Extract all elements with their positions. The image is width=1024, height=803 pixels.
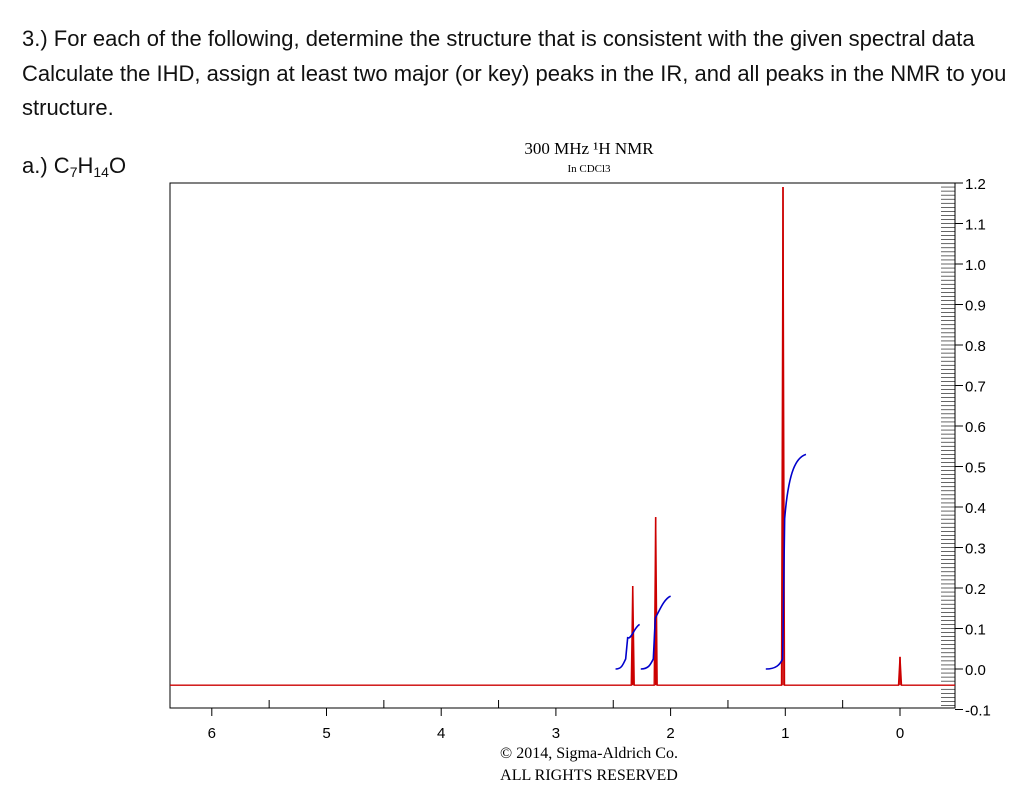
x-axis: 6 5 4 3 2 1 0 (208, 700, 904, 742)
y-tick-label: 0.7 (965, 379, 986, 396)
y-tick-label: 0.1 (965, 622, 986, 639)
part-a-label: a.) C7H14O (22, 153, 126, 180)
x-tick-label: 1 (781, 725, 789, 742)
spectrum-trace (170, 187, 955, 686)
question-text: 3.) For each of the following, determine… (22, 22, 1024, 126)
chart-title: 300 MHz ¹H NMR (524, 139, 654, 158)
formula-part: C (53, 153, 70, 178)
copyright-line: © 2014, Sigma-Aldrich Co. (500, 745, 678, 762)
integral-curve (765, 453, 807, 670)
plot-frame (169, 182, 956, 709)
x-tick-label: 3 (552, 725, 560, 742)
y-tick-label: 0.9 (965, 298, 986, 315)
integral-curve (640, 595, 671, 670)
y-tick-label: 1.2 (965, 176, 986, 193)
x-tick-label: 6 (208, 725, 216, 742)
y-tick-label: 0.3 (965, 541, 986, 558)
formula-part: 14 (93, 164, 109, 180)
integral-curve (615, 623, 641, 670)
y-tick-label: 0.4 (965, 500, 986, 517)
question-line-1: 3.) For each of the following, determine… (22, 26, 975, 51)
x-tick-label: 0 (896, 725, 904, 742)
formula-part: 7 (69, 164, 78, 180)
plot-area (170, 187, 955, 686)
y-tick-label: 0.6 (965, 419, 986, 436)
y-tick-label: 1.1 (965, 217, 986, 234)
y-tick-label: -0.1 (965, 703, 991, 720)
y-tick-label: 0.5 (965, 460, 986, 477)
x-tick-label: 5 (322, 725, 330, 742)
y-tick-label: 0.2 (965, 581, 986, 598)
x-tick-label: 4 (437, 725, 445, 742)
y-axis: 1.2 1.1 1.0 0.9 0.8 0.7 0.6 0.5 0.4 0.3 0.2 0.1 0.0 -… (941, 176, 991, 720)
y-tick-label: 0.8 (965, 338, 986, 355)
y-tick-label: 0.0 (965, 662, 986, 679)
formula-part: O (108, 153, 127, 178)
question-line-3: structure. (22, 95, 114, 120)
x-tick-label: 2 (666, 725, 674, 742)
chart-subtitle: In CDCl3 (567, 163, 611, 175)
part-a-prefix: a.) (22, 153, 54, 178)
question-line-2: Calculate the IHD, assign at least two m… (22, 60, 1007, 86)
formula-part: H (77, 153, 94, 178)
molecular-formula: C7H14O (53, 153, 127, 180)
y-tick-label: 1.0 (965, 257, 986, 274)
rights-line: ALL RIGHTS RESERVED (500, 767, 678, 784)
